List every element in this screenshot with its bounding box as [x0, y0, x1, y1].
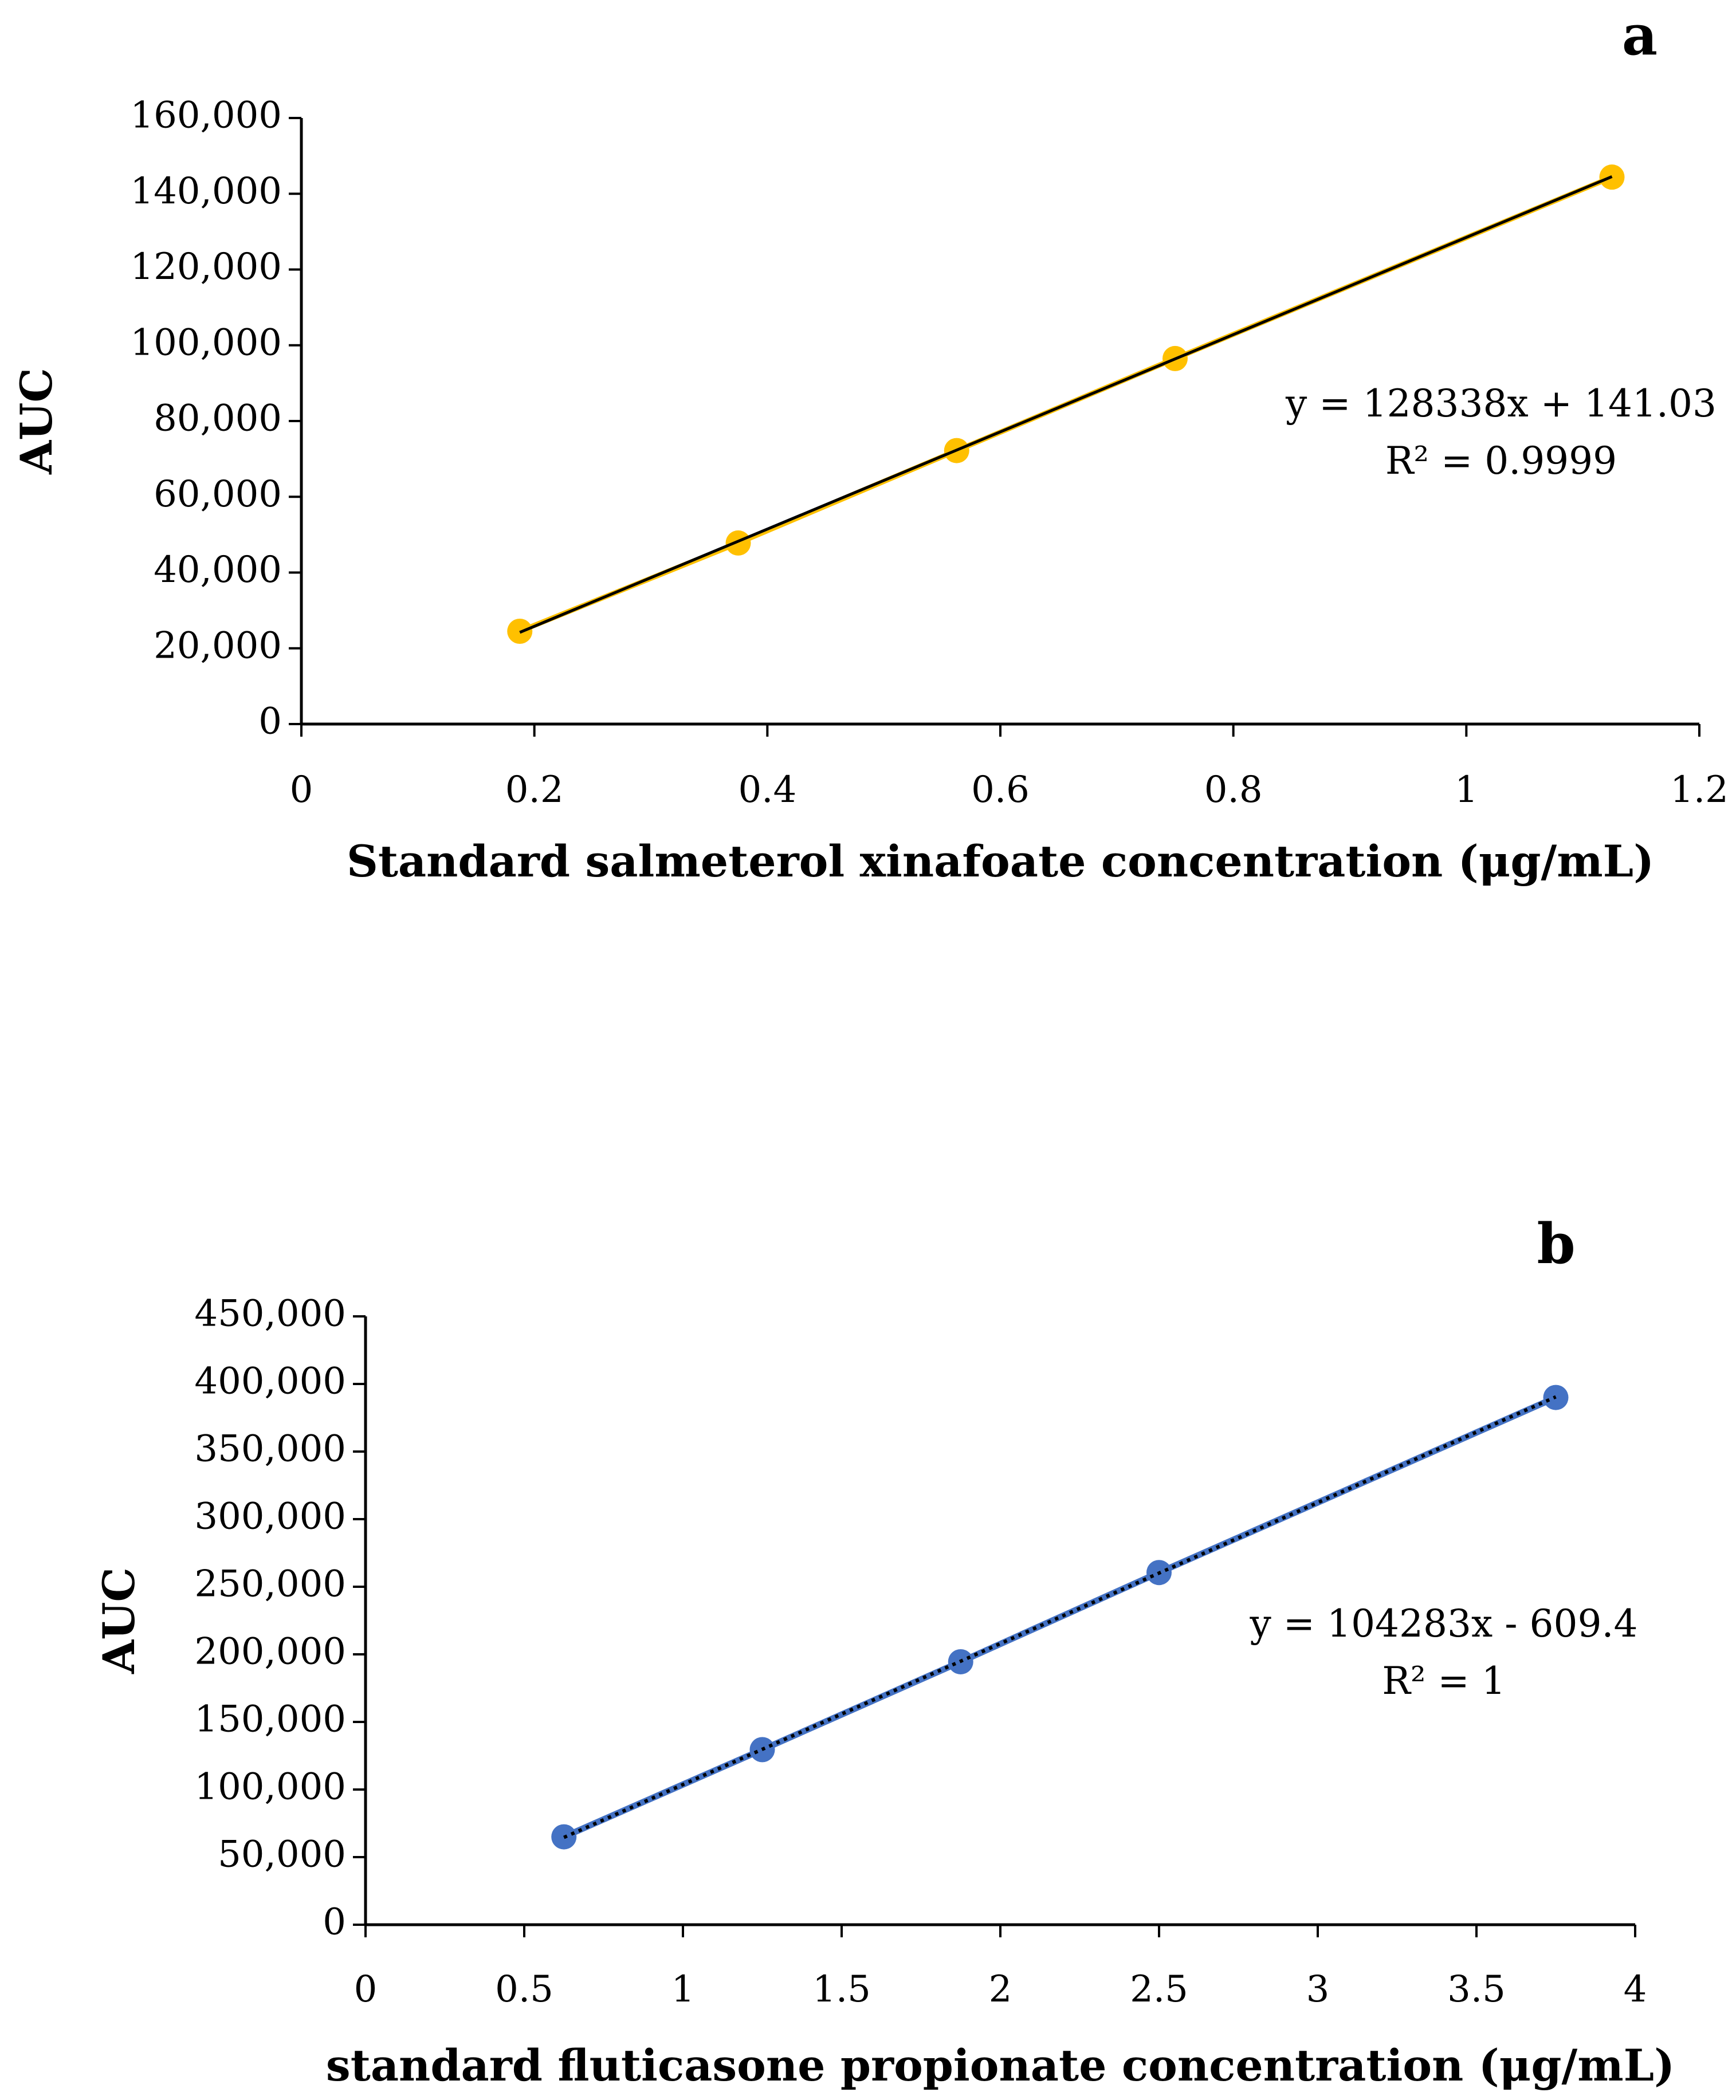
y-tick-label: 160,000: [130, 95, 282, 137]
trendline-equation: y = 104283x - 609.4: [1250, 1602, 1638, 1646]
x-tick-label: 3.5: [1447, 1968, 1506, 2011]
r-squared-label: R² = 1: [1382, 1659, 1505, 1703]
y-tick-label: 0: [258, 701, 282, 743]
y-tick-label: 120,000: [130, 246, 282, 288]
x-tick-label: 0: [290, 769, 313, 811]
y-tick-label: 300,000: [194, 1496, 346, 1538]
y-tick-label: 400,000: [194, 1360, 346, 1403]
x-tick-label: 1: [671, 1968, 695, 2011]
r-squared-label: R² = 0.9999: [1385, 439, 1617, 483]
y-axis-title: AUC: [93, 1567, 144, 1674]
y-tick-label: 350,000: [194, 1428, 346, 1470]
x-tick-label: 0.2: [505, 769, 564, 811]
x-tick-label: 1.2: [1670, 769, 1729, 811]
x-tick-label: 4: [1624, 1968, 1647, 2011]
y-tick-label: 250,000: [194, 1563, 346, 1606]
x-tick-label: 0.5: [495, 1968, 553, 2011]
panel-label: b: [1537, 1212, 1575, 1276]
x-tick-label: 2: [989, 1968, 1012, 2011]
trendline: [519, 175, 1613, 634]
y-tick-label: 0: [323, 1901, 346, 1944]
y-tick-label: 40,000: [154, 549, 282, 591]
y-tick-label: 200,000: [194, 1631, 346, 1673]
y-tick-label: 20,000: [154, 624, 282, 667]
chart-panel-b: b 0 50,000 100,000 150,000 200,000 250,000 300,…: [93, 1212, 1675, 2091]
y-tick-label: 150,000: [194, 1698, 346, 1741]
y-tick-label: 50,000: [218, 1834, 346, 1876]
x-axis-title: Standard salmeterol xinafoate concentrat…: [347, 836, 1654, 887]
y-tick-label: 100,000: [194, 1766, 346, 1808]
x-tick-label: 1.5: [812, 1968, 871, 2011]
x-axis-title: standard fluticasone propionate concentr…: [326, 2040, 1675, 2091]
panel-label: a: [1622, 3, 1658, 68]
x-tick-label: 3: [1306, 1968, 1330, 2011]
y-tick-label: 80,000: [154, 398, 282, 440]
trendline-equation: y = 128338x + 141.03: [1285, 382, 1717, 426]
chart-panel-a: a 0 20,000 40,000 60,000 80,000 100,000 120,000…: [11, 3, 1729, 887]
y-tick-label: 450,000: [194, 1293, 346, 1335]
y-tick-label: 140,000: [130, 170, 282, 213]
y-axis-title: AUC: [11, 368, 62, 475]
x-tick-label: 0.6: [971, 769, 1030, 811]
y-tick-label: 60,000: [154, 473, 282, 516]
y-tick-label: 100,000: [130, 321, 282, 364]
x-tick-label: 0.4: [738, 769, 796, 811]
x-tick-label: 0.8: [1204, 769, 1263, 811]
data-point: [725, 530, 751, 556]
x-tick-label: 1: [1455, 769, 1478, 811]
x-tick-label: 2.5: [1130, 1968, 1188, 2011]
x-tick-label: 0: [354, 1968, 378, 2011]
